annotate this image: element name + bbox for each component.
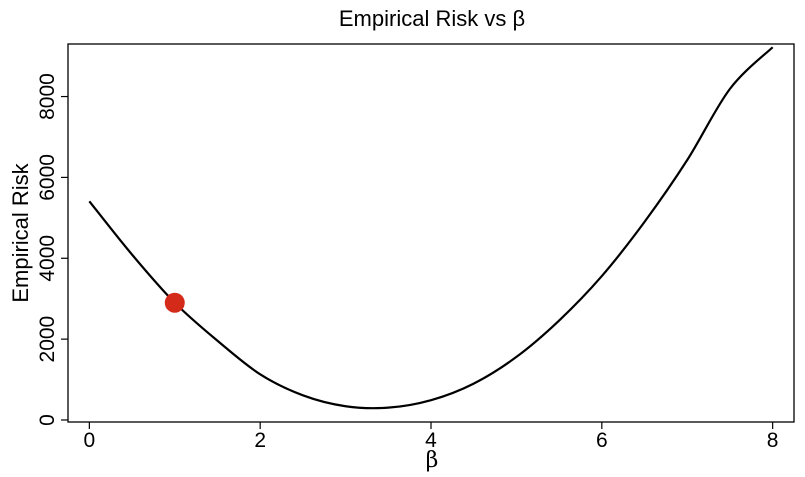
chart-title: Empirical Risk vs β (339, 6, 525, 31)
y-axis: 0 2000 4000 6000 8000 (36, 73, 68, 426)
y-tick-label: 2000 (36, 316, 59, 363)
x-tick-label: 4 (425, 429, 437, 452)
x-tick-label: 8 (767, 429, 779, 452)
y-tick-label: 0 (36, 414, 59, 426)
x-axis-label: β (426, 448, 439, 473)
y-tick-label: 4000 (36, 235, 59, 282)
plot-frame (67, 43, 795, 423)
y-axis-label: Empirical Risk (8, 162, 33, 302)
highlight-point (164, 292, 185, 313)
risk-curve (88, 46, 774, 410)
x-axis: 0 2 4 6 8 (84, 422, 779, 452)
y-tick-label: 8000 (36, 73, 59, 120)
x-tick-label: 2 (254, 429, 266, 452)
x-tick-label: 0 (84, 429, 96, 452)
x-tick-label: 6 (596, 429, 608, 452)
y-tick-label: 6000 (36, 154, 59, 201)
